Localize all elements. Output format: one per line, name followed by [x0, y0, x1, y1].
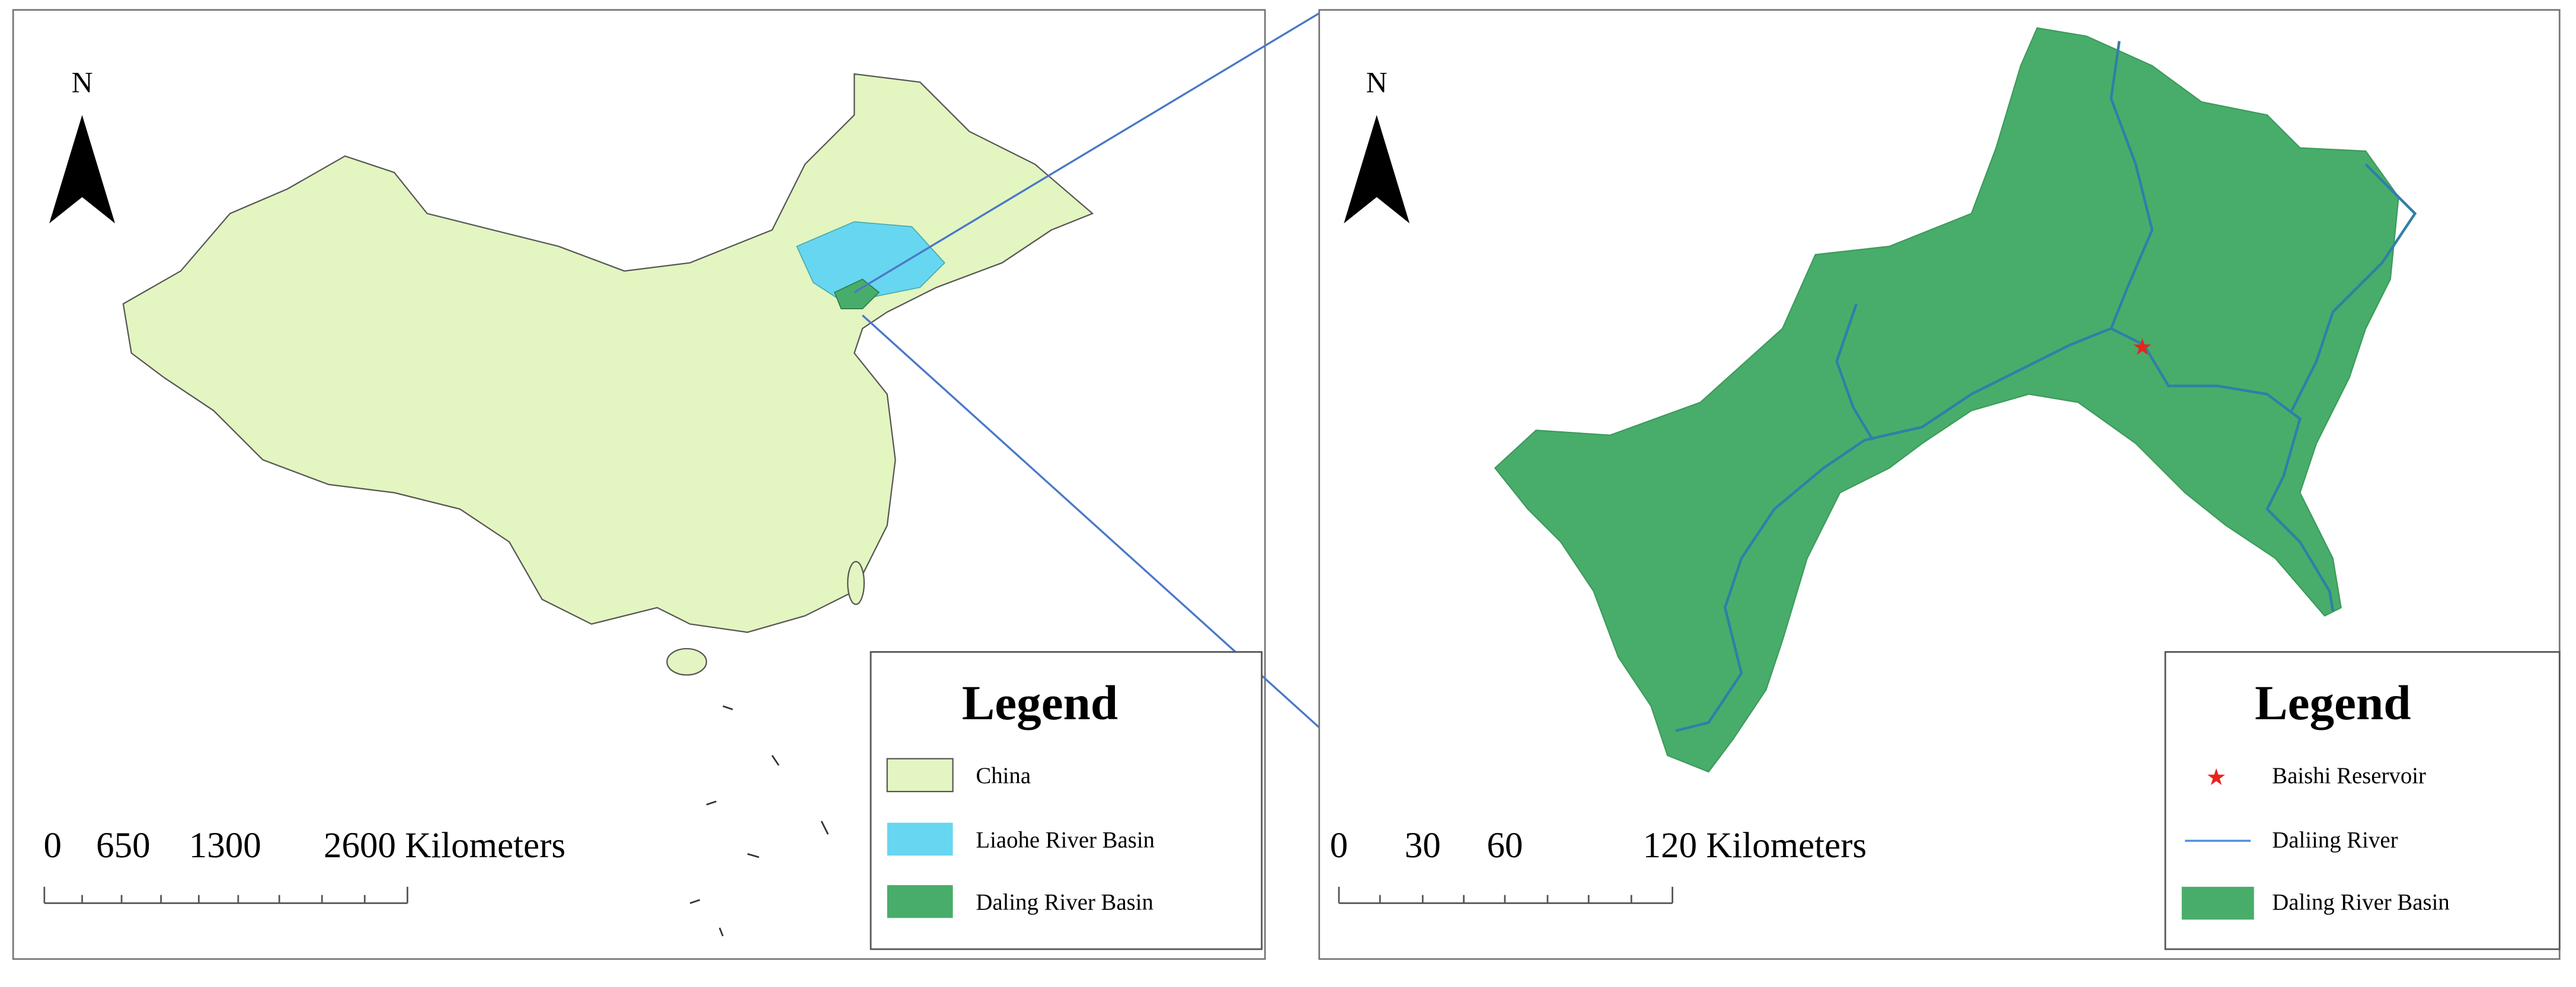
legend-swatch	[2181, 886, 2254, 920]
scale-label: 30	[1405, 826, 1441, 866]
scale-label: 650	[96, 826, 150, 866]
island	[723, 705, 733, 710]
island	[706, 800, 717, 806]
scale-bar	[1338, 886, 1673, 904]
scale-label: 1300	[189, 826, 261, 866]
scale-label: 2600 Kilometers	[324, 826, 565, 866]
legend-swatch	[887, 885, 953, 918]
scale-label: 60	[1487, 826, 1523, 866]
scale-label: 0	[1330, 826, 1348, 866]
hainan	[666, 648, 707, 676]
scale-bar	[43, 886, 408, 904]
reservoir-marker: ★	[2132, 335, 2153, 360]
zoom-line	[854, 12, 1320, 293]
legend-symbol: ★	[2206, 765, 2227, 790]
legend-title: Legend	[2255, 675, 2411, 730]
china-outline	[122, 73, 1094, 633]
island	[820, 821, 829, 835]
legend-item: Daling River Basin	[976, 890, 1153, 915]
river	[1675, 41, 2154, 732]
island	[771, 755, 779, 766]
river	[1835, 303, 1874, 441]
scale-label: 120 Kilometers	[1643, 826, 1867, 866]
legend-item: Daliing River	[2272, 827, 2398, 853]
daling-basin	[1494, 27, 2399, 773]
north-arrow	[49, 115, 116, 224]
river	[2290, 163, 2417, 412]
island	[718, 927, 724, 937]
legend-item: China	[976, 763, 1031, 789]
legend-swatch	[886, 758, 954, 793]
north-label: N	[72, 66, 93, 98]
north-arrow	[1344, 115, 1410, 224]
legend-item: Liaohe River Basin	[976, 827, 1155, 853]
liaohe-basin	[796, 221, 945, 305]
daling-basin-small	[833, 278, 880, 310]
north-label: N	[1366, 66, 1388, 98]
river	[2110, 327, 2334, 611]
legend-item: Daling River Basin	[2272, 890, 2450, 915]
island	[747, 853, 759, 858]
islands	[689, 705, 829, 937]
island	[689, 899, 701, 904]
legend-swatch	[887, 822, 953, 856]
rivers	[1675, 41, 2417, 732]
taiwan	[847, 560, 865, 605]
scale-label: 0	[43, 826, 61, 866]
legend-item: Baishi Reservoir	[2272, 763, 2426, 789]
legend-title: Legend	[962, 675, 1118, 730]
